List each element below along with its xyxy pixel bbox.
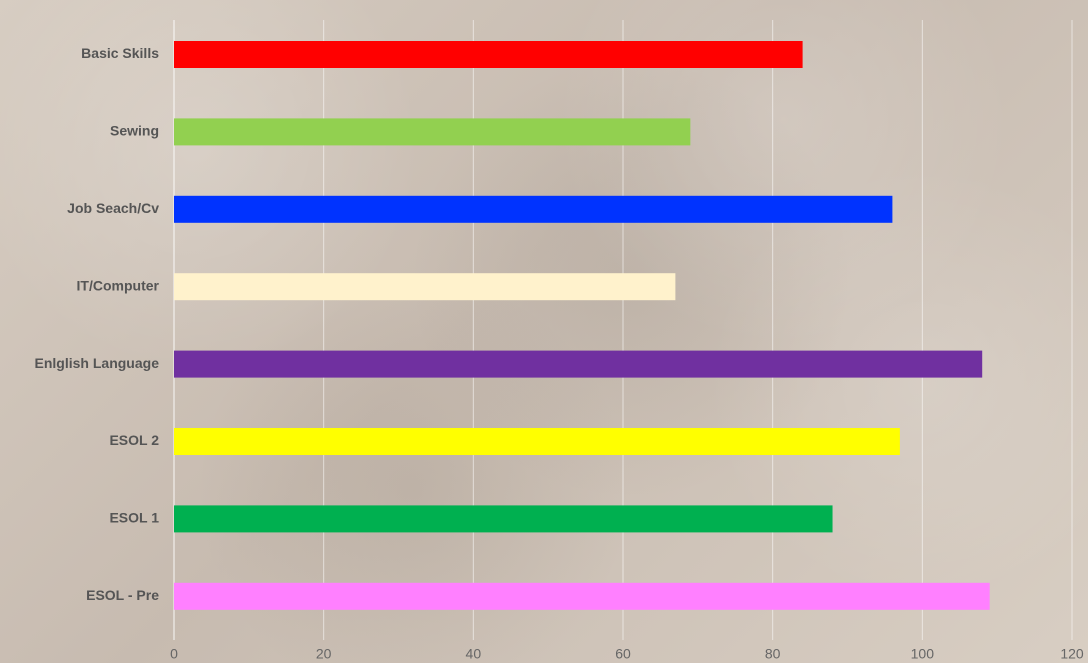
grid-layer [173, 20, 1073, 640]
category-label-sewing: Sewing [110, 123, 159, 139]
bar-enlglish-language [174, 350, 983, 378]
x-tick-label-120: 120 [1060, 646, 1084, 662]
category-label-it-computer: IT/Computer [77, 277, 160, 293]
category-label-esol-pre: ESOL - Pre [86, 587, 159, 603]
category-label-enlglish-language: Enlglish Language [35, 355, 160, 371]
tick-labels-layer: 0 20 40 60 80 100 120 [170, 646, 1084, 662]
bar-esol-2 [174, 428, 900, 455]
bar-esol-pre [174, 582, 990, 610]
category-labels-layer: Basic Skills Sewing Job Seach/Cv IT/Compute… [35, 45, 160, 603]
x-tick-label-60: 60 [615, 646, 631, 662]
category-label-job-seach-cv: Job Seach/Cv [67, 200, 159, 216]
category-label-esol-1: ESOL 1 [109, 510, 159, 526]
x-tick-label-100: 100 [911, 646, 935, 662]
bar-basic-skills [174, 41, 803, 68]
category-label-basic-skills: Basic Skills [81, 45, 159, 61]
x-tick-label-20: 20 [316, 646, 332, 662]
bar-it-computer [174, 273, 676, 301]
bar-job-seach-cv [174, 195, 893, 223]
category-label-esol-2: ESOL 2 [109, 432, 159, 448]
bars-layer [174, 41, 990, 610]
x-tick-label-80: 80 [765, 646, 781, 662]
x-tick-label-0: 0 [170, 646, 178, 662]
bar-sewing [174, 118, 691, 146]
bar-esol-1 [174, 505, 833, 533]
x-tick-label-40: 40 [466, 646, 482, 662]
